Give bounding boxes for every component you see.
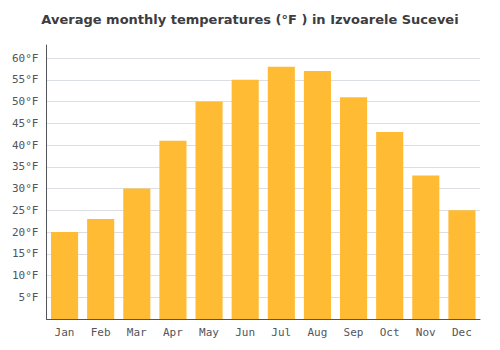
svg-text:Oct: Oct: [380, 326, 400, 339]
svg-text:Mar: Mar: [127, 326, 147, 339]
svg-text:Jun: Jun: [235, 326, 255, 339]
svg-text:40°F: 40°F: [12, 139, 39, 152]
svg-text:Dec: Dec: [452, 326, 472, 339]
svg-text:35°F: 35°F: [12, 160, 39, 173]
svg-text:25°F: 25°F: [12, 204, 39, 217]
svg-text:Apr: Apr: [163, 326, 183, 339]
svg-text:45°F: 45°F: [12, 117, 39, 130]
svg-text:May: May: [199, 326, 219, 339]
svg-text:60°F: 60°F: [12, 52, 39, 65]
svg-text:50°F: 50°F: [12, 95, 39, 108]
svg-text:55°F: 55°F: [12, 73, 39, 86]
svg-text:Feb: Feb: [91, 326, 111, 339]
svg-text:15°F: 15°F: [12, 247, 39, 260]
svg-text:Jan: Jan: [55, 326, 75, 339]
svg-text:Average monthly temperatures (: Average monthly temperatures (°F ) in Iz…: [41, 12, 458, 27]
svg-text:5°F: 5°F: [19, 291, 39, 304]
svg-text:Jul: Jul: [271, 326, 291, 339]
svg-text:20°F: 20°F: [12, 226, 39, 239]
svg-text:Nov: Nov: [416, 326, 436, 339]
svg-text:10°F: 10°F: [12, 269, 39, 282]
svg-text:Sep: Sep: [344, 326, 364, 339]
svg-text:Aug: Aug: [307, 326, 327, 339]
svg-text:30°F: 30°F: [12, 182, 39, 195]
